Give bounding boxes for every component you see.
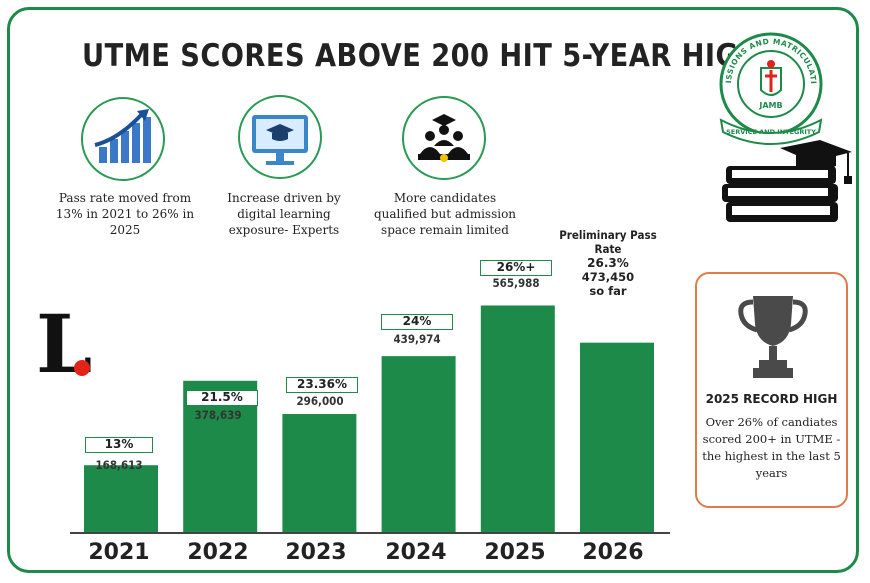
graduates-group-icon [418,114,470,162]
publisher-logo: L [36,304,100,390]
year-label-2022: 2022 [187,540,249,565]
prelim-rate: 26.3% [587,256,629,270]
publisher-logo-dot [74,360,90,376]
year-label-2023: 2023 [285,540,347,565]
jamb-ribbon-text: SERVICE AND INTEGRITY [726,128,816,136]
feature-caption-digital-learning: Increase driven by digital learning expo… [227,191,341,237]
bar-2021 [84,465,158,533]
prelim-heading: Preliminary Pass Rate [559,228,657,256]
monitor-graduation-cap-icon [252,115,308,165]
bar-2022 [183,380,258,533]
pass-rate-label-2024: 24% [381,314,453,330]
preliminary-pass-rate-block: Preliminary Pass Rate 26.3% 473,450 so f… [548,228,668,298]
prelim-count: 473,450 [581,270,635,284]
pass-rate-label-2022: 21.5% [186,390,258,406]
feature-icon-circle [81,97,165,181]
bar-2024 [381,356,456,533]
bar-2023 [282,414,357,533]
trophy-icon [738,296,808,378]
value-label-2025: 565,988 [492,276,540,290]
bar-2025 [480,305,555,533]
value-label-2021: 168,613 [95,458,143,472]
books-graduation-cap-icon [722,140,852,222]
record-high-title: 2025 RECORD HIGH [705,392,838,406]
value-label-2024: 439,974 [393,332,441,346]
pass-rate-label-2025: 26%+ [480,260,552,276]
year-label-2026: 2026 [582,540,644,565]
year-label-2024: 2024 [385,540,447,565]
record-high-text: Over 26% of candiates scored 200+ in UTM… [702,415,841,480]
record-high-box: 2025 RECORD HIGH Over 26% of candiates s… [695,272,848,508]
year-label-2025: 2025 [484,540,546,565]
pass-rate-label-2021: 13% [85,437,153,453]
jamb-seal-logo: JOINT ADMISSIONS AND MATRICULATION BOARD… [715,28,823,145]
jamb-abbrev: JAMB [758,101,782,110]
chart-baseline [70,532,670,534]
feature-icon-circle [238,95,322,179]
infographic-frame [7,7,859,573]
pass-rate-label-2023: 23.36% [286,377,358,393]
prelim-note: so far [589,284,627,298]
value-label-2022: 378,639 [194,408,242,422]
bar-2026 [580,342,654,533]
feature-caption-admission-space: More candidates qualified but admission … [373,191,517,237]
feature-icon-circle [402,96,486,180]
value-label-2023: 296,000 [296,394,344,408]
year-label-2021: 2021 [88,540,150,565]
feature-caption-pass-rate: Pass rate moved from 13% in 2021 to 26% … [55,191,195,237]
rising-bar-chart-icon [94,109,151,163]
